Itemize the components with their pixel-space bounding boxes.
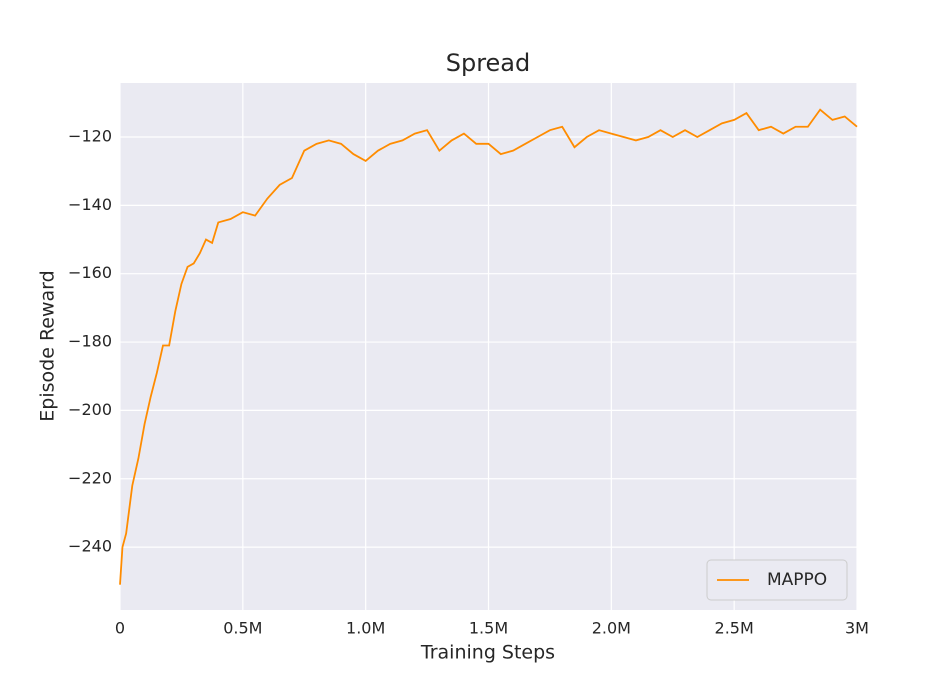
x-axis-label: Training Steps: [420, 642, 555, 664]
y-axis-label: Episode Reward: [37, 270, 59, 421]
y-tick-label: −180: [68, 332, 112, 351]
x-tick-label: 0: [115, 619, 125, 638]
y-tick-label: −160: [68, 263, 112, 282]
x-tick-label: 1.5M: [469, 619, 508, 638]
x-tick-label: 2.5M: [715, 619, 754, 638]
y-tick-label: −120: [68, 126, 112, 145]
y-tick-label: −240: [68, 537, 112, 556]
legend-label: MAPPO: [767, 570, 827, 590]
data-line: [119, 108, 858, 585]
y-tick-label: −200: [68, 400, 112, 419]
x-tick-label: 1.0M: [346, 619, 385, 638]
chart-title: Spread: [446, 49, 531, 77]
y-tick-label: −220: [68, 468, 112, 487]
x-tick-label: 2.0M: [592, 619, 631, 638]
x-tick-label: 3M: [845, 619, 869, 638]
y-tick-label: −140: [68, 195, 112, 214]
legend-box: [706, 559, 848, 601]
x-tick-label: 0.5M: [223, 619, 262, 638]
